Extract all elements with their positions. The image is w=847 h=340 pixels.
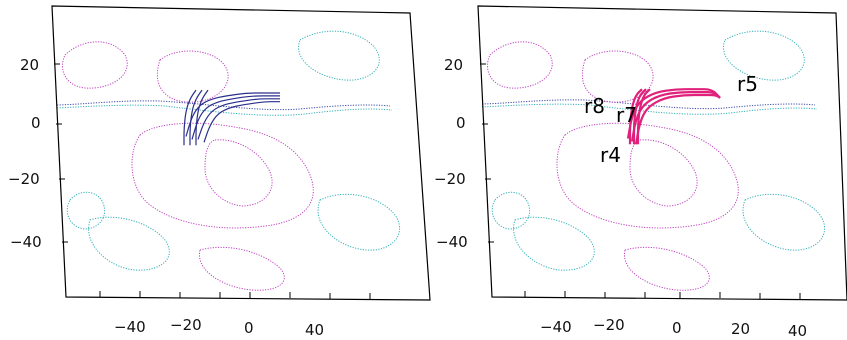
right-y-tick-label: −20	[434, 170, 466, 188]
left-y-ticks	[54, 63, 68, 243]
left-negative-contour	[298, 30, 380, 81]
left-x-tick-label: −20	[170, 316, 202, 334]
left-x-tick-label: 40	[305, 321, 324, 339]
right-contour-field	[481, 30, 826, 291]
right-negative-contour	[723, 30, 805, 81]
left-loop-line	[185, 92, 280, 137]
left-x-ticks	[99, 291, 371, 299]
right-neutral-line	[481, 99, 816, 110]
left-y-tick-label: −20	[8, 170, 40, 188]
right-x-ticks	[524, 291, 801, 299]
right-negative-contour	[491, 191, 531, 230]
right-x-tick-label: 0	[672, 319, 682, 337]
annotation-r7: r7	[616, 103, 637, 127]
left-positive-contour	[131, 122, 314, 229]
right-x-tick-label: 20	[731, 320, 750, 338]
left-positive-contour	[156, 50, 229, 103]
right-loop-field-lines	[626, 88, 721, 145]
right-y-tick-label: 0	[456, 114, 466, 132]
right-x-tick-label: −20	[593, 316, 625, 334]
left-neutral-line	[56, 100, 391, 111]
left-loop-field-lines	[183, 89, 280, 146]
left-y-tick-label: −40	[10, 233, 42, 251]
left-positive-contour	[199, 246, 285, 291]
left-loop-line	[195, 89, 209, 146]
right-negative-contour	[481, 103, 818, 115]
left-positive-contour	[204, 139, 273, 207]
right-loop-line	[632, 88, 647, 145]
right-positive-contour	[624, 246, 710, 291]
left-loop-line	[189, 89, 203, 146]
right-loop-line	[628, 88, 643, 145]
right-negative-contour	[513, 216, 595, 271]
left-negative-contour	[56, 104, 393, 116]
left-negative-contour	[317, 193, 401, 251]
annotation-r8: r8	[584, 94, 605, 118]
left-x-tick-label: 0	[244, 319, 254, 337]
right-loop-line	[630, 90, 721, 142]
right-positive-contour	[556, 122, 739, 229]
left-panel: −40 −20 0 40 20 0 −20 −40	[8, 5, 431, 339]
left-loop-line	[183, 89, 197, 146]
right-y-tick-label: −40	[436, 233, 468, 251]
right-x-tick-label: −40	[540, 318, 572, 336]
right-loop-line	[636, 88, 651, 145]
left-loop-line	[191, 95, 280, 140]
right-negative-contour	[742, 193, 826, 251]
left-loop-line	[203, 101, 280, 143]
right-y-tick-label: 20	[444, 56, 463, 74]
left-x-tick-label: −40	[114, 318, 146, 336]
left-negative-contour	[88, 216, 170, 271]
annotation-r5: r5	[737, 72, 758, 96]
right-positive-contour	[629, 139, 698, 207]
right-positive-contour	[581, 50, 654, 103]
right-positive-contour	[487, 41, 553, 89]
left-y-tick-label: 20	[20, 56, 39, 74]
right-x-tick-label: 40	[788, 322, 807, 340]
right-y-ticks	[480, 63, 494, 243]
left-contour-field	[56, 30, 401, 291]
left-negative-contour	[66, 191, 106, 230]
annotation-r4: r4	[600, 143, 621, 167]
left-y-tick-label: 0	[31, 114, 41, 132]
right-plot-frame	[477, 5, 847, 301]
left-positive-contour	[62, 41, 128, 89]
left-plot-frame	[51, 5, 431, 301]
left-loop-line	[197, 98, 280, 140]
right-panel: −40 −20 0 20 40 20 0 −20 −40 r8 r5 r7 r4	[434, 5, 847, 340]
